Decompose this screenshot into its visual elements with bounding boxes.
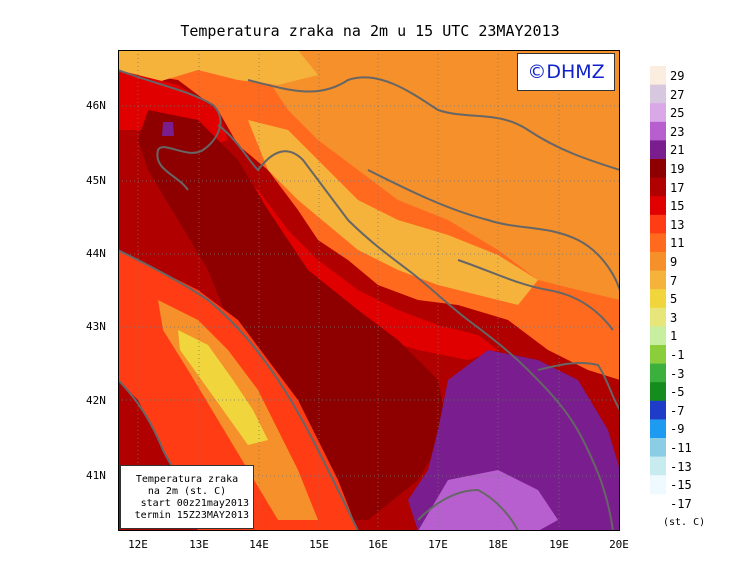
legend-swatch (650, 400, 666, 420)
lon-label: 19E (549, 538, 569, 551)
info-box: Temperatura zraka na 2m (st. C) start 00… (120, 465, 254, 529)
legend-swatch (650, 103, 666, 123)
legend-swatch (650, 196, 666, 216)
legend-label: 1 (670, 329, 678, 344)
lat-label: 46N (86, 99, 106, 112)
info-line-4: termin 15Z23MAY2013 (134, 510, 249, 521)
legend-label: 13 (670, 217, 685, 232)
dhmz-logo: ©DHMZ (517, 53, 615, 91)
info-line-2: na 2m (st. C) (147, 486, 227, 497)
grid-lines (118, 50, 620, 531)
lon-label: 16E (368, 538, 388, 551)
lon-label: 12E (128, 538, 148, 551)
legend-swatch (650, 159, 666, 179)
legend-label: -3 (670, 366, 685, 381)
temp-field-alps (118, 50, 318, 90)
legend-label: 17 (670, 180, 685, 195)
legend-unit: (st. C) (663, 517, 706, 528)
legend-label: -11 (670, 441, 692, 455)
legend-label: 7 (670, 273, 678, 288)
legend-label: 19 (670, 162, 685, 176)
legend-label: 27 (670, 87, 685, 102)
temp-field-adriatic (138, 110, 448, 520)
coastlines (118, 69, 620, 531)
temp-field-southeast-light (418, 470, 558, 531)
map-title: Temperatura zraka na 2m u 15 UTC 23MAY20… (180, 22, 560, 40)
temp-field-apennines-peaks (178, 330, 268, 445)
legend-swatch (650, 233, 666, 253)
lon-label: 18E (488, 538, 508, 551)
legend-swatch (650, 382, 666, 402)
legend-label: 11 (670, 236, 685, 251)
temp-field-north-orange (268, 50, 620, 300)
info-line-1: Temperatura zraka (135, 474, 239, 485)
lon-label: 20E (609, 538, 629, 551)
legend-swatch (650, 84, 666, 104)
legend-label: 21 (670, 143, 685, 158)
legend-swatch (650, 214, 666, 234)
legend-swatch (650, 177, 666, 197)
legend-swatch (650, 121, 666, 141)
legend-label: 29 (670, 69, 685, 83)
temp-field-hot-spot (162, 122, 174, 136)
legend-swatch (650, 419, 666, 439)
legend-swatch (650, 289, 666, 309)
legend-label: 25 (670, 106, 685, 121)
legend-label: -13 (670, 459, 692, 474)
color-legend (650, 66, 666, 495)
legend-swatch (650, 326, 666, 346)
legend-label: 9 (670, 255, 678, 269)
legend-label: -9 (670, 422, 685, 437)
legend-label: -15 (670, 478, 692, 493)
legend-swatch (650, 140, 666, 160)
legend-label: -17 (670, 496, 692, 511)
lat-label: 45N (86, 174, 106, 187)
legend-label: -1 (670, 348, 685, 362)
legend-label: 15 (670, 199, 685, 214)
legend-swatch (650, 475, 666, 495)
legend-swatch (650, 270, 666, 290)
legend-swatch (650, 438, 666, 458)
lon-label: 13E (189, 538, 209, 551)
lat-label: 42N (86, 394, 106, 407)
legend-swatch (650, 307, 666, 327)
legend-label: 5 (670, 292, 678, 307)
temp-field-dinaric-yellow (248, 120, 538, 305)
lat-label: 43N (86, 320, 106, 333)
legend-swatch (650, 345, 666, 365)
legend-swatch (650, 456, 666, 476)
legend-label: 23 (670, 124, 685, 139)
temperature-map (118, 50, 620, 531)
legend-swatch (650, 363, 666, 383)
legend-label: -7 (670, 403, 685, 418)
lon-label: 14E (249, 538, 269, 551)
lon-label: 15E (309, 538, 329, 551)
lat-label: 44N (86, 247, 106, 260)
legend-swatch (650, 66, 666, 86)
legend-swatch (650, 252, 666, 272)
info-line-3: start 00z21may2013 (140, 498, 249, 509)
legend-label: 3 (670, 310, 678, 325)
lon-label: 17E (428, 538, 448, 551)
legend-label: -5 (670, 385, 685, 400)
lat-label: 41N (86, 469, 106, 482)
